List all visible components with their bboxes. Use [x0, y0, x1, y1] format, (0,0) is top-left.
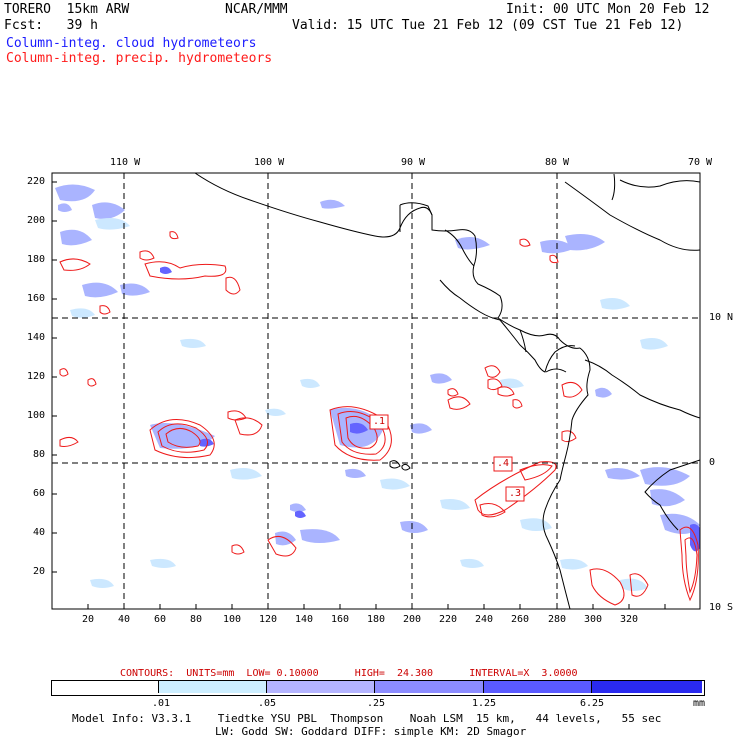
model-title: TORERO 15km ARW — [4, 2, 130, 17]
lon-label-70w: 70 W — [688, 157, 713, 168]
lon-label-100w: 100 W — [254, 157, 285, 168]
lat-label-0: 0 — [709, 457, 716, 468]
y-label: 80 — [33, 449, 46, 460]
x-label: 100 — [223, 614, 242, 625]
x-label: 140 — [295, 614, 314, 625]
valid-time: Valid: 15 UTC Tue 21 Feb 12 (09 CST Tue … — [292, 18, 684, 33]
y-label: 100 — [27, 410, 46, 421]
max-label-2: .4 — [497, 458, 510, 469]
y-label: 200 — [27, 215, 46, 226]
colorbar-segment — [592, 681, 702, 693]
colorbar-segment — [267, 681, 375, 693]
lat-label-10n: 10 N — [709, 312, 734, 323]
x-label: 80 — [190, 614, 203, 625]
cloud-shading — [55, 184, 700, 546]
max-label-3: .3 — [509, 488, 522, 499]
lon-label-90w: 90 W — [401, 157, 426, 168]
max-box-1 — [369, 414, 389, 430]
precip-field-label: Column-integ. precip. hydrometeors — [6, 51, 273, 66]
colorbar-unit: mm — [693, 698, 706, 709]
colorbar-segment — [52, 681, 159, 693]
x-label: 60 — [154, 614, 167, 625]
model-info: Model Info: V3.3.1 Tiedtke YSU PBL Thomp… — [72, 712, 662, 725]
colorbar-segment — [159, 681, 267, 693]
x-label: 240 — [475, 614, 494, 625]
colorbar-label: .25 — [367, 698, 386, 709]
colorbar-label: 1.25 — [472, 698, 497, 709]
y-label: 60 — [33, 488, 46, 499]
coastline — [194, 173, 700, 609]
y-label: 180 — [27, 254, 46, 265]
colorbar — [51, 680, 705, 696]
max-label-1: .1 — [373, 416, 386, 427]
x-label: 320 — [620, 614, 639, 625]
forecast-hour: Fcst: 39 h — [4, 18, 98, 33]
lon-label-80w: 80 W — [545, 157, 570, 168]
lat-lon-grid — [52, 173, 700, 609]
lon-label-110w: 110 W — [110, 157, 141, 168]
x-label: 180 — [367, 614, 386, 625]
org-label: NCAR/MMM — [225, 2, 288, 17]
y-label: 20 — [33, 566, 46, 577]
x-label: 40 — [118, 614, 131, 625]
init-time: Init: 00 UTC Mon 20 Feb 12 — [506, 2, 710, 17]
contour-info: CONTOURS: UNITS=mm LOW= 0.10000 HIGH= 24… — [120, 668, 578, 679]
lat-label-10s: 10 S — [709, 602, 734, 613]
colorbar-label: 6.25 — [580, 698, 605, 709]
x-label: 200 — [403, 614, 422, 625]
model-info-2: LW: Godd SW: Goddard DIFF: simple KM: 2D… — [215, 725, 527, 738]
x-label: 260 — [511, 614, 530, 625]
x-label: 220 — [439, 614, 458, 625]
colorbar-label: .01 — [152, 698, 171, 709]
y-label: 220 — [27, 176, 46, 187]
precip-contours — [59, 231, 699, 606]
y-label: 40 — [33, 527, 46, 538]
y-label: 120 — [27, 371, 46, 382]
x-label: 280 — [548, 614, 567, 625]
colorbar-segment — [484, 681, 592, 693]
cloud-shading-dark — [160, 266, 700, 552]
axis-ticks — [52, 181, 666, 609]
cloud-shading-light — [70, 218, 668, 591]
colorbar-segment — [375, 681, 484, 693]
x-label: 120 — [259, 614, 278, 625]
max-label-boxes — [369, 414, 525, 502]
y-label: 140 — [27, 332, 46, 343]
cloud-field-label: Column-integ. cloud hydrometeors — [6, 36, 257, 51]
max-box-2 — [493, 456, 513, 472]
x-label: 20 — [82, 614, 95, 625]
max-box-3 — [505, 486, 525, 502]
x-label: 300 — [584, 614, 603, 625]
x-label: 160 — [331, 614, 350, 625]
colorbar-label: .05 — [258, 698, 277, 709]
y-label: 160 — [27, 293, 46, 304]
